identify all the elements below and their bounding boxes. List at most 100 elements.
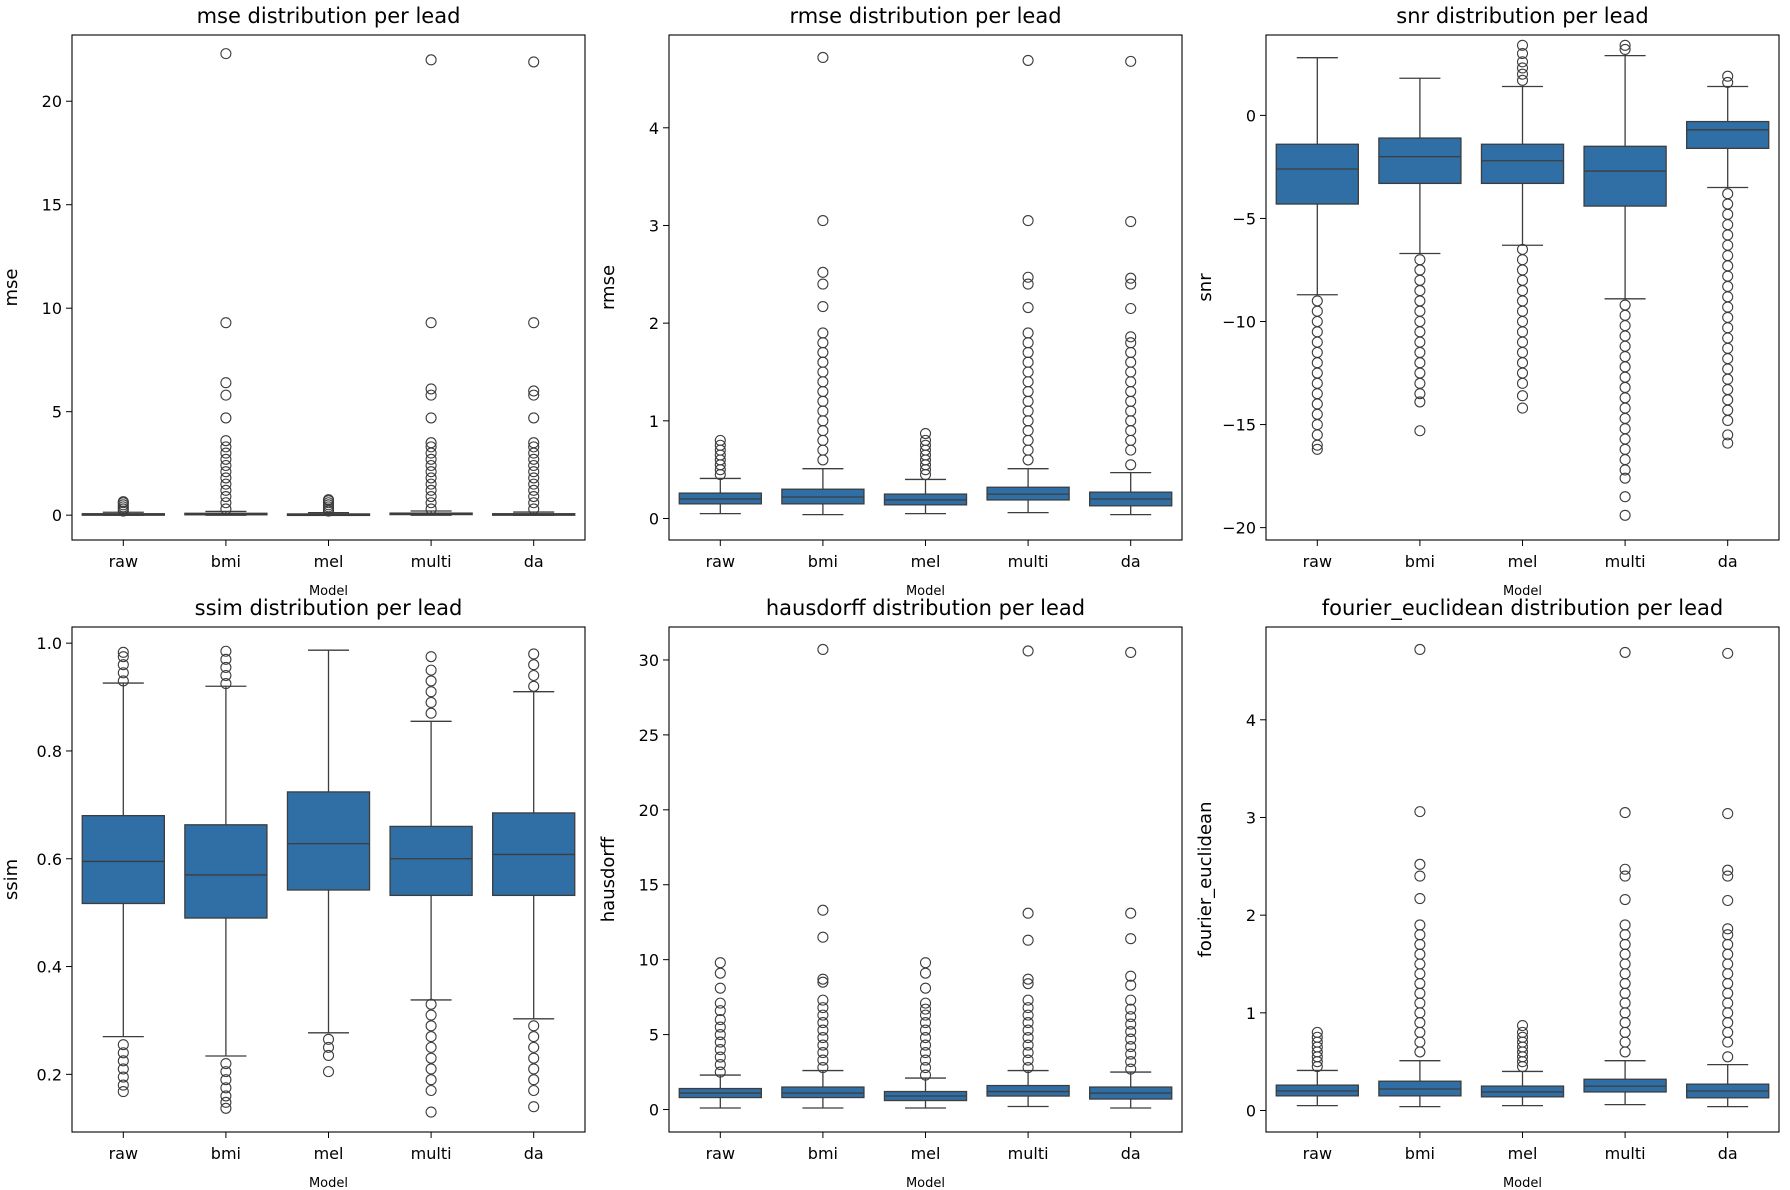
outlier-point: [1311, 367, 1323, 379]
y-axis-label: mse: [1, 269, 22, 307]
outlier-point: [1516, 326, 1529, 338]
outlier-point: [817, 356, 829, 368]
outlier-point: [1414, 388, 1426, 400]
y-tick-label: 5: [649, 1026, 659, 1045]
y-tick-label: 2: [1246, 906, 1256, 925]
y-tick-label: 2: [649, 314, 659, 333]
outlier-point: [1619, 987, 1631, 999]
x-tick-label: bmi: [211, 1144, 241, 1163]
outlier-point: [1619, 402, 1631, 414]
outlier-point: [1414, 295, 1426, 307]
outlier-point: [117, 667, 129, 679]
outlier-point: [1722, 353, 1734, 365]
outlier-point: [528, 1020, 540, 1032]
y-tick-label: 0: [649, 510, 659, 529]
box-mel: [883, 427, 968, 515]
y-tick-label: 0.4: [37, 958, 62, 977]
outlier-point: [919, 1017, 932, 1029]
outlier-point: [1722, 1036, 1734, 1048]
y-tick-label: 0.2: [37, 1065, 62, 1084]
outlier-point: [1125, 444, 1137, 456]
outlier-point: [1414, 357, 1426, 369]
x-tick-label: da: [1718, 552, 1738, 571]
x-tick-label: raw: [706, 1144, 735, 1163]
y-tick-label: 20: [42, 92, 62, 111]
outlier-point: [1414, 346, 1426, 358]
y-tick-label: 0.8: [37, 742, 62, 761]
outlier-point: [1722, 437, 1734, 449]
outlier-point: [1022, 907, 1034, 919]
outlier-point: [425, 1041, 437, 1053]
outlier-point: [1414, 1046, 1426, 1058]
outlier-point: [714, 434, 726, 446]
box-multi: [1583, 39, 1667, 521]
box-da: [1089, 646, 1173, 1109]
y-tick-label: 0.6: [37, 850, 62, 869]
outlier-point: [425, 383, 437, 395]
outlier-point: [1022, 994, 1034, 1006]
plot-frame: [668, 34, 1183, 541]
outlier-point: [117, 1063, 129, 1075]
y-tick-label: 15: [42, 196, 62, 215]
outlier-point: [220, 466, 232, 478]
outlier-point: [220, 1058, 232, 1070]
outlier-point: [322, 1041, 335, 1053]
outlier-point: [817, 454, 829, 466]
plot-frame: [1265, 34, 1780, 541]
outlier-point: [528, 1052, 540, 1064]
outlier-point: [1125, 337, 1137, 349]
outlier-point: [1311, 336, 1323, 348]
outlier-point: [1619, 646, 1631, 658]
outlier-point: [1125, 346, 1137, 359]
outlier-point: [1125, 376, 1137, 388]
chart-panel-3: snr distribution per lead snr Model −20 −15 −…: [1195, 4, 1780, 599]
outlier-point: [714, 982, 726, 994]
outlier-point: [1516, 274, 1529, 286]
outlier-point: [1722, 958, 1734, 970]
outlier-point: [1619, 464, 1631, 476]
outlier-point: [425, 497, 437, 509]
outlier-point: [1414, 1036, 1426, 1048]
outlier-point: [1414, 315, 1426, 328]
outlier-point: [1722, 373, 1734, 385]
outlier-point: [1619, 371, 1631, 383]
outlier-point: [714, 1044, 726, 1056]
outlier-point: [817, 1024, 829, 1036]
outlier-point: [1125, 1003, 1137, 1015]
x-tick-label: raw: [109, 552, 138, 571]
chart-panel-6: fourier_euclidean distribution per lead f…: [1195, 596, 1780, 1190]
x-tick-label: mel: [1508, 1144, 1538, 1163]
outlier-point: [220, 472, 232, 484]
outlier-point: [1619, 863, 1631, 875]
y-tick-label: 4: [1246, 711, 1256, 730]
box-multi: [389, 54, 473, 516]
x-axis-label: Model: [906, 1176, 945, 1190]
x-tick-label: da: [524, 552, 544, 571]
outlier-point: [1619, 330, 1631, 342]
chart-title: hausdorff distribution per lead: [766, 596, 1085, 620]
outlier-point: [1516, 1026, 1529, 1038]
outlier-point: [1722, 291, 1734, 303]
x-tick-label: bmi: [1405, 552, 1435, 571]
outlier-point: [1125, 434, 1137, 446]
y-tick-label: 0: [52, 506, 62, 525]
x-tick-label: multi: [1605, 552, 1646, 571]
x-tick-label: mel: [1508, 552, 1538, 571]
outlier-point: [919, 439, 932, 451]
x-tick-label: mel: [314, 1144, 344, 1163]
outlier-point: [817, 278, 829, 290]
outlier-point: [528, 453, 540, 465]
outlier-point: [1516, 295, 1529, 307]
box-mel: [286, 494, 371, 517]
chart-title: rmse distribution per lead: [789, 4, 1061, 28]
outlier-point: [1722, 250, 1734, 262]
outlier-point: [425, 437, 437, 449]
outlier-point: [1516, 62, 1529, 74]
outlier-point: [528, 648, 540, 660]
outlier-point: [322, 1049, 335, 1062]
outlier-point: [1722, 1007, 1734, 1019]
outlier-point: [1722, 948, 1734, 960]
outlier-point: [1722, 1051, 1734, 1063]
outlier-point: [817, 434, 829, 446]
outlier-point: [1022, 1039, 1034, 1051]
